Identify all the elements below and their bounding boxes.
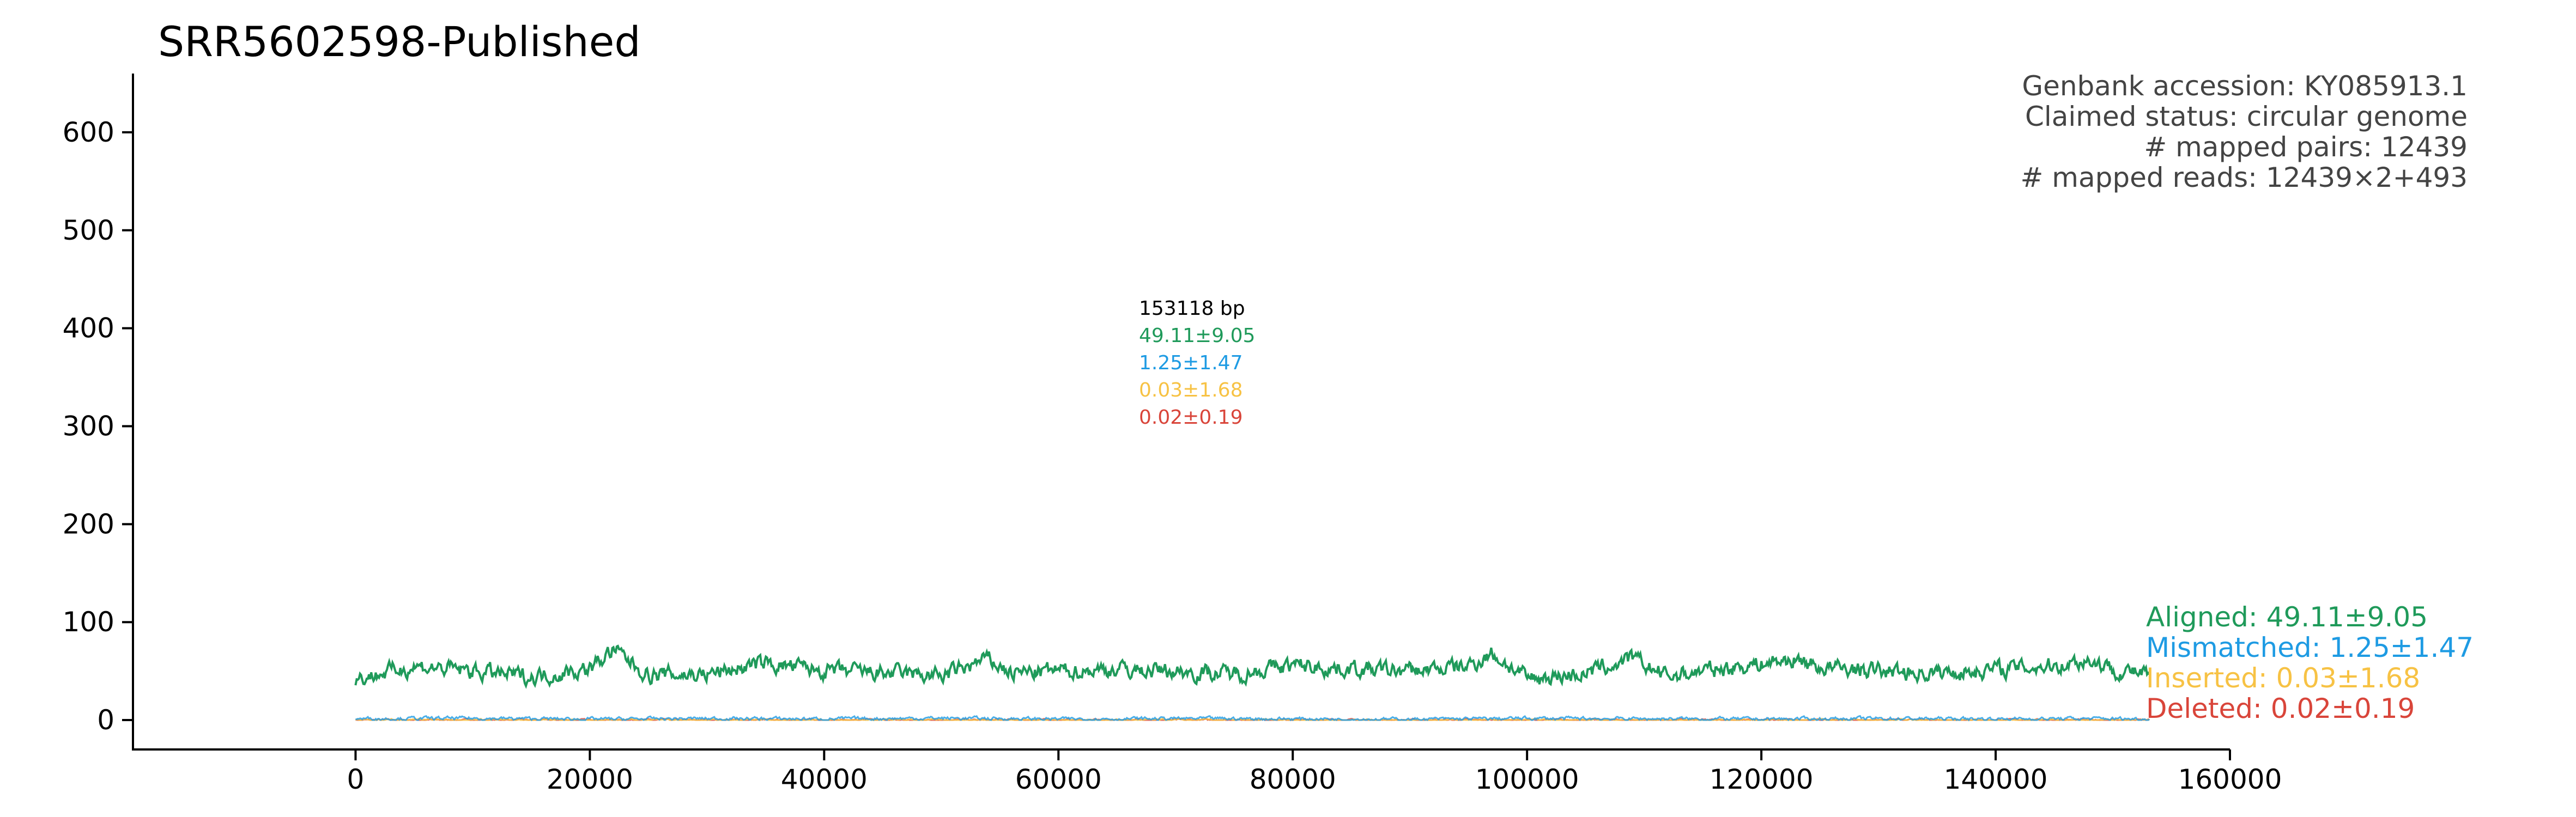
y-tick-label: 100 [63,606,114,638]
info-box: Genbank accession: KY085913.1 Claimed st… [2021,70,2468,193]
series-line-mismatched [355,715,2150,722]
info-mapped-pairs: # mapped pairs: 12439 [2144,131,2468,163]
y-tick-label: 500 [63,215,114,246]
y-tick-label: 0 [97,704,114,736]
legend-mismatched: Mismatched: 1.25±1.47 [2146,632,2474,663]
info-accession: Genbank accession: KY085913.1 [2022,70,2468,102]
legend-inserted: Inserted: 0.03±1.68 [2146,662,2420,694]
info-mapped-reads: # mapped reads: 12439×2+493 [2021,162,2468,193]
y-tick-label: 300 [63,410,114,442]
x-ticks: 0 20000 40000 60000 80000 100000 120000 140000 1… [347,749,2282,795]
legend: Aligned: 49.11±9.05 Mismatched: 1.25±1.4… [2146,601,2474,724]
summary-deleted: 0.02±0.19 [1139,406,1242,429]
legend-aligned: Aligned: 49.11±9.05 [2146,601,2428,633]
x-tick-label: 160000 [2178,764,2282,795]
y-tick-label: 400 [63,313,114,344]
x-tick-label: 100000 [1475,764,1579,795]
x-tick-label: 20000 [547,764,633,795]
summary-mismatched: 1.25±1.47 [1139,352,1242,374]
series-layer [354,644,2150,722]
summary-length: 153118 bp [1139,297,1245,320]
x-tick-label: 40000 [781,764,868,795]
x-tick-label: 80000 [1250,764,1336,795]
x-tick-label: 140000 [1944,764,2048,795]
x-tick-label: 120000 [1710,764,1814,795]
series-line-aligned [354,644,2150,689]
y-tick-label: 200 [63,508,114,540]
legend-deleted: Deleted: 0.02±0.19 [2146,693,2415,724]
summary-aligned: 49.11±9.05 [1139,325,1255,347]
summary-annotation: 153118 bp 49.11±9.05 1.25±1.47 0.03±1.68… [1139,297,1255,429]
summary-inserted: 0.03±1.68 [1139,379,1242,401]
chart-title: SRR5602598-Published [158,17,641,66]
x-tick-label: 60000 [1015,764,1102,795]
info-status: Claimed status: circular genome [2025,101,2468,132]
x-tick-label: 0 [347,764,365,795]
y-ticks: 0 100 200 300 400 500 600 [63,117,133,736]
y-tick-label: 600 [63,117,114,148]
